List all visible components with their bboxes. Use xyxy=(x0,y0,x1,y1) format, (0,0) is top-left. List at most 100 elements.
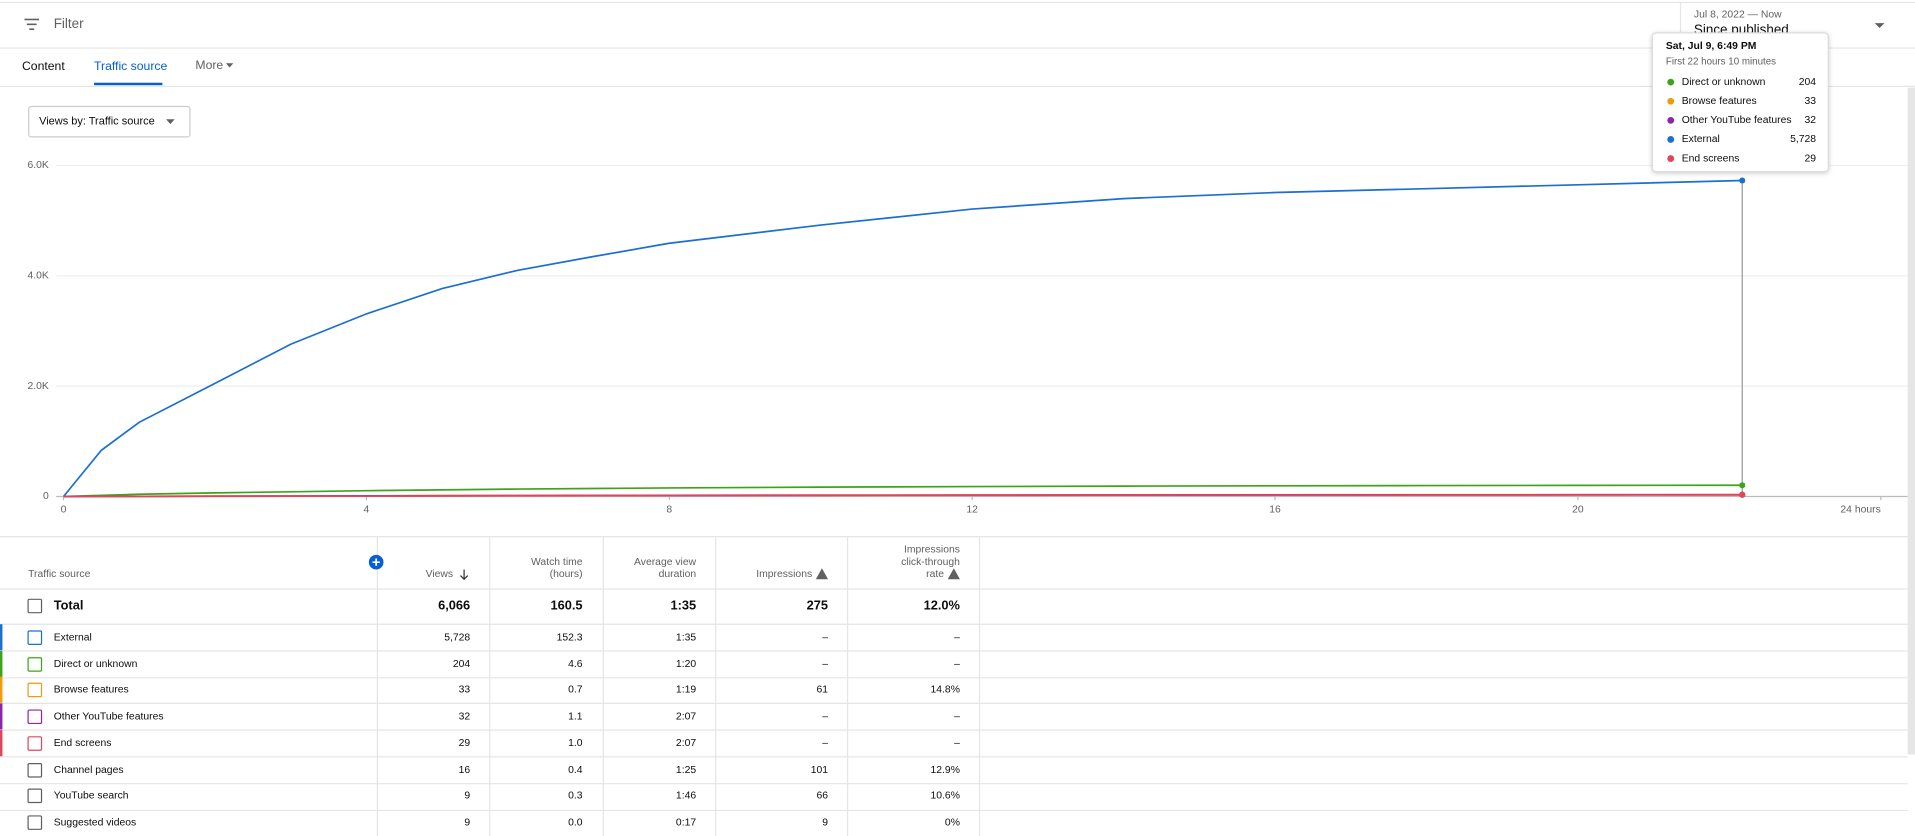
tooltip-series-name: Other YouTube features xyxy=(1682,115,1792,126)
tooltip-series-name: End screens xyxy=(1682,153,1740,164)
table-cell: – xyxy=(822,659,828,670)
row-color-bar xyxy=(0,730,3,757)
x-tick-label: 4 xyxy=(364,505,370,516)
row-label: End screens xyxy=(54,738,112,749)
view-selector[interactable] xyxy=(28,105,191,138)
add-metric-plus xyxy=(372,558,380,566)
table-cell: 1:46 xyxy=(676,791,696,802)
table-cell: 12.9% xyxy=(931,765,960,776)
scrollbar[interactable] xyxy=(1907,87,1915,755)
row-checkbox[interactable] xyxy=(27,630,43,645)
tooltip-value: 5,728 xyxy=(1790,134,1816,145)
row-color-bar xyxy=(0,624,3,652)
filter-icon[interactable] xyxy=(24,18,40,30)
tooltip-dot xyxy=(1667,116,1675,124)
table-cell: 204 xyxy=(453,659,471,670)
x-tick-label: 24 hours xyxy=(1840,505,1880,516)
column-header[interactable]: (hours) xyxy=(550,569,583,580)
table-cell: 160.5 xyxy=(550,597,582,612)
table-cell: 12.0% xyxy=(924,597,961,612)
y-tick-label: 6.0K xyxy=(28,160,49,171)
column-header[interactable]: Watch time xyxy=(531,557,583,568)
selector-arrow[interactable] xyxy=(166,119,175,125)
tooltip-value: 32 xyxy=(1805,115,1817,126)
tab[interactable]: Content xyxy=(22,59,65,73)
row-checkbox[interactable] xyxy=(27,598,43,614)
row-color-bar xyxy=(0,703,3,731)
column-header[interactable]: duration xyxy=(659,569,697,580)
table-cell: 61 xyxy=(816,685,828,696)
tooltip-box xyxy=(1651,32,1829,173)
row-checkbox[interactable] xyxy=(27,762,43,778)
row-color-bar xyxy=(0,676,3,704)
x-tick-label: 0 xyxy=(61,505,67,516)
table-cell: 66 xyxy=(816,791,828,802)
sort-arrow xyxy=(459,569,469,581)
column-header[interactable]: Traffic source xyxy=(28,569,91,580)
tooltip-dot xyxy=(1667,155,1675,162)
x-tick-label: 8 xyxy=(666,505,672,516)
y-tick-label: 2.0K xyxy=(28,381,49,392)
tooltip-dot xyxy=(1667,78,1675,86)
more-arrow[interactable] xyxy=(225,63,234,68)
row-checkbox[interactable] xyxy=(27,657,43,672)
dropdown-arrow[interactable] xyxy=(1874,23,1885,28)
table-cell: – xyxy=(822,738,828,749)
tooltip-value: 29 xyxy=(1805,153,1817,164)
table-cell: 29 xyxy=(459,738,471,749)
column-header[interactable]: Views xyxy=(426,569,454,580)
table-cell: – xyxy=(954,632,960,643)
table-cell: – xyxy=(954,659,960,670)
column-header[interactable]: click-through xyxy=(901,557,960,568)
tooltip-value: 33 xyxy=(1805,96,1817,107)
table-cell: 6,066 xyxy=(438,597,470,612)
row-label: YouTube search xyxy=(54,791,129,802)
table-cell: 9 xyxy=(464,817,470,828)
row-label: Direct or unknown xyxy=(54,659,138,670)
tooltip-series-name: Browse features xyxy=(1682,96,1757,107)
row-checkbox[interactable] xyxy=(27,682,43,698)
row-label: Total xyxy=(54,597,84,612)
table-cell: 14.8% xyxy=(931,685,960,696)
column-header[interactable]: Average view xyxy=(634,557,697,568)
table-cell: – xyxy=(954,711,960,722)
view-selector-label[interactable]: Views by: Traffic source xyxy=(39,116,155,128)
series-line xyxy=(63,494,1743,498)
filter-input[interactable]: Filter xyxy=(54,16,84,31)
series-line xyxy=(63,484,1743,498)
row-label: Suggested videos xyxy=(54,817,137,828)
table-cell: 10.6% xyxy=(931,791,960,802)
tab-more[interactable]: More xyxy=(195,58,223,72)
column-header[interactable]: rate xyxy=(926,569,944,580)
table-cell: 0.0 xyxy=(568,817,583,828)
table-cell: 9 xyxy=(822,817,828,828)
warning-icon xyxy=(947,568,960,580)
table-cell: 5,728 xyxy=(444,632,470,643)
table-cell: 0% xyxy=(945,817,960,828)
table-cell: 101 xyxy=(811,765,829,776)
tooltip-value: 204 xyxy=(1799,77,1817,88)
table-cell: 32 xyxy=(459,711,471,722)
table-cell: 33 xyxy=(459,685,471,696)
tab-active[interactable]: Traffic source xyxy=(94,59,168,73)
row-checkbox[interactable] xyxy=(27,709,43,725)
date-range[interactable]: Jul 8, 2022 — Now xyxy=(1694,9,1782,20)
chart: 0 2.0K 4.0K 6.0K 0 4 8 12 16 20 24 hours xyxy=(28,160,1908,516)
tooltip-series-name: External xyxy=(1682,134,1720,145)
column-header[interactable]: Impressions xyxy=(756,569,812,580)
tooltip-series-name: Direct or unknown xyxy=(1682,77,1766,88)
row-checkbox[interactable] xyxy=(27,788,43,804)
table-cell: 0:17 xyxy=(676,817,696,828)
row-checkbox[interactable] xyxy=(27,736,43,751)
table: Traffic source Views Watch time(hours) Aver… xyxy=(0,536,1908,836)
y-tick-label: 4.0K xyxy=(28,271,49,282)
row-checkbox[interactable] xyxy=(27,815,43,830)
column-header[interactable]: Impressions xyxy=(904,545,960,556)
tooltip-subtitle: First 22 hours 10 minutes xyxy=(1666,57,1776,68)
row-label: Browse features xyxy=(54,685,129,696)
row-label: Channel pages xyxy=(54,765,124,776)
hover-point xyxy=(1739,491,1746,498)
row-color-bar xyxy=(0,651,3,678)
table-cell: 16 xyxy=(459,765,471,776)
